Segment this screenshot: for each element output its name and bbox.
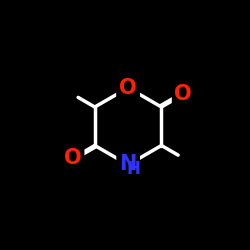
Text: O: O bbox=[119, 78, 137, 98]
Text: H: H bbox=[127, 160, 141, 178]
Text: N: N bbox=[120, 154, 137, 174]
Text: O: O bbox=[174, 84, 192, 104]
Text: O: O bbox=[64, 148, 82, 168]
